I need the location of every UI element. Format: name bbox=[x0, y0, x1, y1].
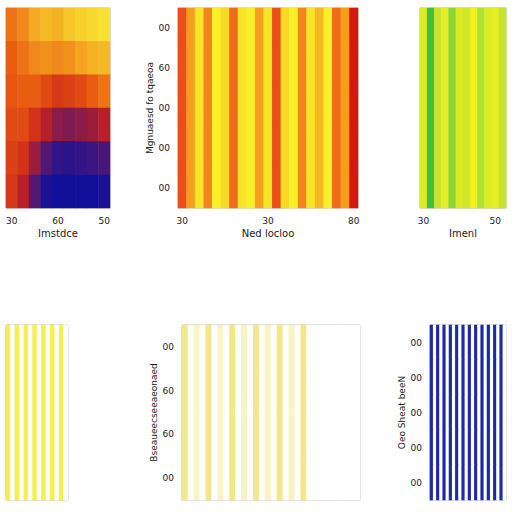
svg-text:30: 30 bbox=[262, 216, 274, 226]
svg-text:Imenl: Imenl bbox=[449, 228, 477, 239]
svg-text:Imstdce: Imstdce bbox=[38, 228, 78, 239]
svg-text:00: 00 bbox=[411, 443, 423, 453]
svg-text:00: 00 bbox=[163, 473, 175, 483]
svg-text:00: 00 bbox=[159, 183, 171, 193]
svg-text:30: 30 bbox=[177, 216, 189, 226]
svg-text:60: 60 bbox=[163, 386, 175, 396]
svg-text:00: 00 bbox=[411, 478, 423, 488]
svg-text:Mgnuaesd fo tqaeoa: Mgnuaesd fo tqaeoa bbox=[145, 62, 155, 154]
svg-text:00: 00 bbox=[159, 23, 171, 33]
svg-text:00: 00 bbox=[411, 373, 423, 383]
svg-text:60: 60 bbox=[163, 429, 175, 439]
svg-text:Ned locloo: Ned locloo bbox=[242, 228, 295, 239]
svg-text:60: 60 bbox=[52, 216, 64, 226]
svg-text:00: 00 bbox=[411, 338, 423, 348]
svg-text:Oeo Sheat beeN: Oeo Sheat beeN bbox=[397, 376, 407, 449]
svg-text:80: 80 bbox=[348, 216, 360, 226]
svg-text:60: 60 bbox=[159, 63, 171, 73]
svg-text:00: 00 bbox=[159, 103, 171, 113]
svg-text:00: 00 bbox=[163, 342, 175, 352]
svg-text:30: 30 bbox=[6, 216, 18, 226]
svg-text:00: 00 bbox=[411, 408, 423, 418]
svg-text:Bseaueecseeaeonaed: Bseaueecseeaeonaed bbox=[149, 363, 159, 461]
svg-text:00: 00 bbox=[159, 143, 171, 153]
svg-text:30: 30 bbox=[418, 216, 430, 226]
svg-text:50: 50 bbox=[490, 216, 502, 226]
svg-text:50: 50 bbox=[98, 216, 110, 226]
